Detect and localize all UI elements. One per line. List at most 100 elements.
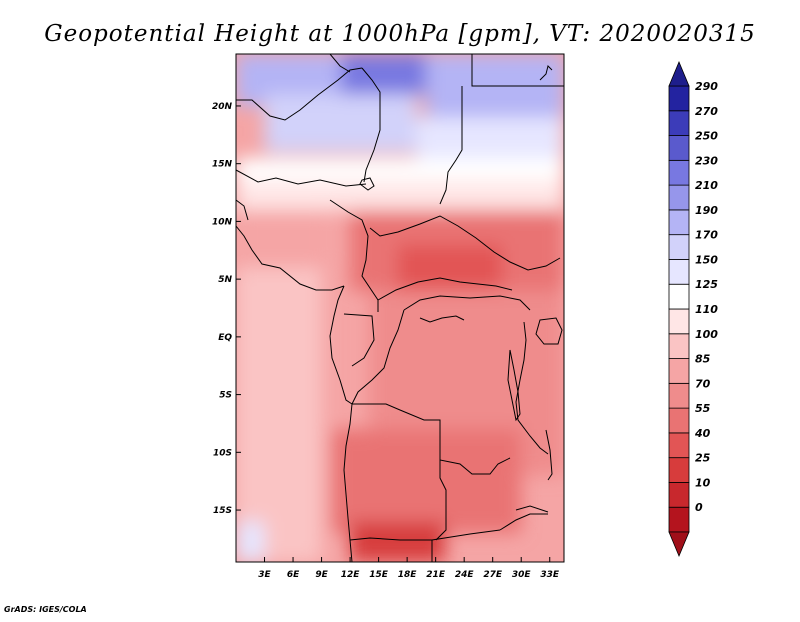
colorbar-swatch xyxy=(668,506,690,533)
x-tick-label: 12E xyxy=(341,570,361,580)
boundary-niger-south xyxy=(236,169,367,187)
colorbar-label: 55 xyxy=(695,402,711,415)
x-tick-label: 33E xyxy=(540,570,560,580)
colorbar-swatch xyxy=(668,259,690,285)
lake-tanganyika xyxy=(507,349,521,422)
colorbar-swatch xyxy=(668,135,690,161)
map-frame xyxy=(235,53,565,563)
boundary-cameroon-car xyxy=(377,277,513,301)
x-tick-label: 24E xyxy=(455,570,475,580)
chart-title: Geopotential Height at 1000hPa [gpm], VT… xyxy=(44,21,756,47)
boundary-algeria-mali xyxy=(236,67,363,121)
boundary-egypt-sudan xyxy=(471,54,564,87)
y-tick-label: 15N xyxy=(212,160,233,170)
colorbar-label: 70 xyxy=(695,377,711,390)
x-tick-label: 27E xyxy=(483,570,503,580)
colorbar-label: 0 xyxy=(695,501,703,514)
x-tick-label: 30E xyxy=(512,570,532,580)
colorbar-low-extend xyxy=(668,531,690,558)
colorbar-swatch xyxy=(668,110,690,136)
boundary-libya-west xyxy=(329,54,351,73)
colorbar-label: 230 xyxy=(695,154,718,167)
colorbar-label: 110 xyxy=(695,303,718,316)
colorbar-swatch xyxy=(668,283,690,310)
colorbar-swatch xyxy=(668,407,690,434)
lake-chad xyxy=(359,177,375,191)
boundary-nigeria-cameroon xyxy=(329,199,379,312)
colorbar-label: 85 xyxy=(695,353,711,366)
field-region-gulf-of-guinea-ocean xyxy=(236,267,322,562)
colorbar-label: 40 xyxy=(694,427,711,440)
y-tick-label: 10N xyxy=(212,217,233,227)
river-congo-segment xyxy=(419,315,465,323)
colorbar-swatch xyxy=(668,85,690,112)
boundary-zambia-south xyxy=(499,513,548,531)
red-sea-coast xyxy=(539,65,553,81)
boundary-chad-car xyxy=(369,215,561,271)
colorbar-label: 210 xyxy=(695,179,718,192)
boundary-angola-zambia xyxy=(435,460,447,541)
x-tick-label: 6E xyxy=(287,570,300,580)
colorbar-swatch xyxy=(668,432,690,459)
x-tick-label: 18E xyxy=(398,570,418,580)
coast-gulf-of-guinea xyxy=(329,285,353,405)
boundary-sudan-chad xyxy=(439,86,463,205)
coast-west-africa xyxy=(236,225,345,291)
x-axis-ticks: 3E 6E 9E 12E 15E 18E 21E 24E 27E 30E 33E xyxy=(258,557,560,580)
colorbar-label: 25 xyxy=(695,452,711,465)
colorbar-swatch xyxy=(668,358,690,384)
boundary-drc-east xyxy=(515,321,549,455)
field-region-central-sahara xyxy=(264,94,417,153)
colorbar-label: 190 xyxy=(695,204,718,217)
x-tick-label: 21E xyxy=(426,570,446,580)
colorbar-label: 270 xyxy=(695,105,718,118)
colorbar-swatch xyxy=(668,308,690,335)
boundary-libya-chad xyxy=(361,67,381,183)
y-tick-label: 15S xyxy=(213,506,232,516)
field-region-eastern-sahara xyxy=(416,117,564,164)
country-boundaries xyxy=(236,54,564,562)
colorbar-label: 125 xyxy=(695,278,718,291)
field-region-namibia-low xyxy=(350,521,446,562)
field-region-angola-zambia xyxy=(331,429,522,534)
field-region-far-north-sahara xyxy=(340,54,427,95)
boundary-angola-namibia xyxy=(349,529,501,541)
x-tick-label: 3E xyxy=(258,570,271,580)
coast-angola xyxy=(343,403,353,562)
field-regions xyxy=(236,54,564,562)
colorbar-swatch xyxy=(668,159,690,186)
boundary-congo-drc xyxy=(351,309,405,405)
colorbar-label: 290 xyxy=(695,80,718,93)
field-region-sahel-transition xyxy=(236,157,564,181)
field-region-sahel xyxy=(236,181,564,210)
field-region-west-africa-coast xyxy=(236,209,332,268)
boundary-gabon-congo xyxy=(343,313,375,367)
field-layer xyxy=(236,54,564,562)
colorbar-label: 150 xyxy=(695,253,718,266)
colorbar-high-extend xyxy=(668,60,690,87)
colorbar-swatch xyxy=(668,184,690,211)
colorbar-swatch xyxy=(668,482,690,508)
x-tick-label: 15E xyxy=(369,570,389,580)
colorbar-label: 250 xyxy=(695,130,718,143)
grads-credit: GrADS: IGES/COLA xyxy=(4,605,87,614)
boundary-car-drc xyxy=(403,295,531,311)
y-axis-ticks: 20N 15N 10N 5N EQ 5S 10S 15S xyxy=(212,102,241,516)
y-tick-label: EQ xyxy=(218,333,232,343)
coast-west-edge xyxy=(236,199,249,221)
colorbar-swatch xyxy=(668,457,690,483)
lake-victoria xyxy=(535,317,563,345)
lake-malawi xyxy=(545,429,553,481)
colorbar-swatch xyxy=(668,209,690,236)
y-tick-label: 10S xyxy=(213,448,232,458)
colorbar-label: 170 xyxy=(695,229,718,242)
y-tick-label: 20N xyxy=(212,102,233,112)
colorbar-label: 100 xyxy=(695,328,718,341)
colorbar: 0 10 25 40 55 70 85 100 110 125 150 170 190 210 230 250… xyxy=(668,60,718,558)
colorbar-swatch xyxy=(668,333,690,359)
y-tick-label: 5S xyxy=(219,391,232,401)
field-region-southern-ocean-edge xyxy=(236,521,265,562)
zambezi-segment xyxy=(515,505,549,513)
